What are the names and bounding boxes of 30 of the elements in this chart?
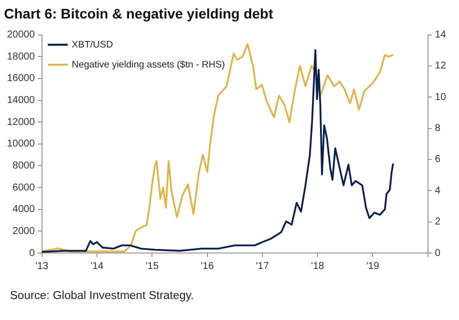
y-tick-label: 6000	[12, 182, 36, 194]
y2-tick-label: 0	[434, 248, 441, 259]
y-tick-label: 0	[29, 248, 36, 259]
y-tick-label: 4000	[12, 204, 36, 216]
y2-tick-label: 10	[434, 92, 446, 103]
y-tick-label: 16000	[6, 73, 36, 84]
y-tick-label: 10000	[6, 138, 36, 150]
x-tick-label: '15	[146, 260, 160, 272]
y-tick-label: 2000	[12, 226, 36, 237]
legend-label: XBT/USD	[72, 39, 114, 50]
y-tick-label: 14000	[6, 95, 36, 106]
y-tick-label: 8000	[12, 160, 36, 172]
chart-title: Chart 6: Bitcoin & negative yielding debt	[4, 5, 274, 22]
y2-tick-label: 4	[434, 185, 441, 196]
legend-label: Negative yielding assets ($tn - RHS)	[72, 59, 225, 70]
x-tick-label: '18	[311, 260, 325, 272]
y-tick-label: 20000	[6, 30, 36, 41]
y2-tick-label: 12	[434, 60, 446, 72]
y2-tick-label: 2	[434, 216, 441, 228]
y-tick-label: 12000	[6, 116, 36, 128]
source-note: Source: Global Investment Strategy.	[10, 290, 194, 302]
y2-tick-label: 14	[434, 30, 446, 41]
x-tick-label: '19	[366, 260, 380, 272]
x-tick-label: '13	[35, 260, 49, 272]
y2-tick-label: 8	[434, 123, 441, 134]
x-tick-label: '16	[200, 260, 214, 272]
x-tick-label: '17	[256, 260, 270, 272]
y2-tick-label: 6	[434, 154, 441, 166]
y-tick-label: 18000	[6, 51, 36, 62]
x-tick-label: '14	[90, 260, 104, 272]
